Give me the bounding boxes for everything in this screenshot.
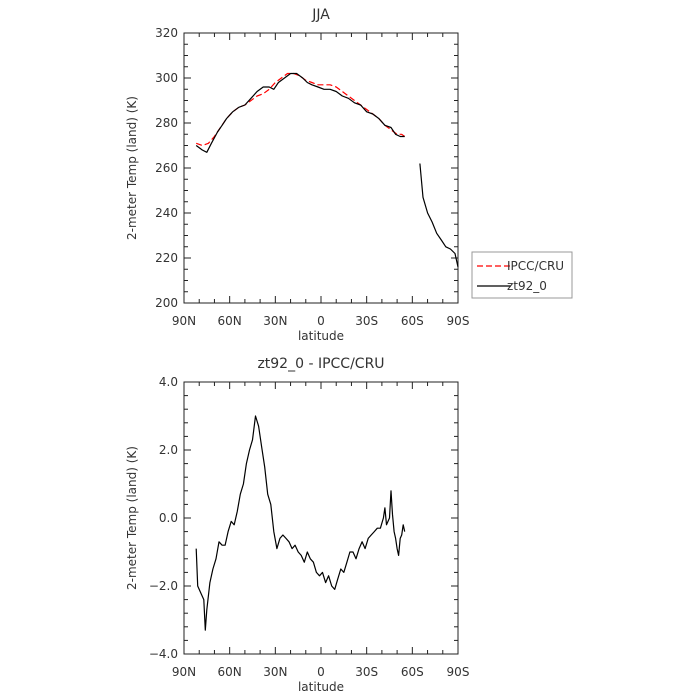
chart-title: JJA (311, 7, 330, 23)
chart-title: zt92_0 - IPCC/CRU (257, 356, 384, 372)
legend-label: IPCC/CRU (507, 259, 564, 273)
y-tick-label: −4.0 (149, 647, 178, 661)
y-tick-label: 260 (155, 161, 178, 175)
chart-panel-1: JJA 90N 60N 30N 0 30S 60S 90S 200 220 240 260 280 300… (125, 7, 573, 343)
x-tick-label: 0 (317, 314, 325, 328)
y-tick-label: −2.0 (149, 579, 178, 593)
legend-label: zt92_0 (507, 279, 547, 293)
chart-panel-2: zt92_0 - IPCC/CRU 90N 60N 30N 0 30S 60S 90S −4.0… (125, 356, 469, 694)
legend: IPCC/CRU zt92_0 (471, 251, 573, 299)
x-axis-label: latitude (298, 329, 344, 343)
y-tick-label: 320 (155, 26, 178, 40)
x-tick-label: 30N (263, 665, 287, 679)
plot-frame (183, 32, 459, 304)
x-tick-label: 0 (317, 665, 325, 679)
y-axis-label: 2-meter Temp (land) (K) (125, 446, 139, 590)
x-tick-label: 90S (447, 665, 470, 679)
legend-box (471, 251, 573, 299)
x-tick-label: 60N (218, 665, 242, 679)
series-line-zt92-0-seg-1 (419, 163, 459, 268)
y-tick-label: 2.0 (159, 443, 178, 457)
series-line-zt92-0-seg-0 (195, 72, 405, 153)
y-tick-label: 4.0 (159, 375, 178, 389)
y-tick-label: 240 (155, 206, 178, 220)
y-tick-label: 0.0 (159, 511, 178, 525)
x-tick-label: 60N (218, 314, 242, 328)
x-axis-label: latitude (298, 680, 344, 694)
series-line-ipcc-cru-seg-0 (195, 72, 406, 147)
x-tick-label: 60S (401, 665, 424, 679)
plot-frame (183, 381, 459, 655)
x-tick-label: 90N (172, 314, 196, 328)
y-tick-label: 280 (155, 116, 178, 130)
x-tick-label: 90N (172, 665, 196, 679)
y-axis-label: 2-meter Temp (land) (K) (125, 96, 139, 240)
x-tick-label: 90S (447, 314, 470, 328)
x-tick-label: 30S (355, 314, 378, 328)
y-tick-label: 200 (155, 296, 178, 310)
x-tick-label: 30S (355, 665, 378, 679)
y-tick-label: 300 (155, 71, 178, 85)
x-tick-label: 60S (401, 314, 424, 328)
y-tick-label: 220 (155, 251, 178, 265)
x-tick-label: 30N (263, 314, 287, 328)
series-line-difference-seg-0 (195, 415, 406, 631)
